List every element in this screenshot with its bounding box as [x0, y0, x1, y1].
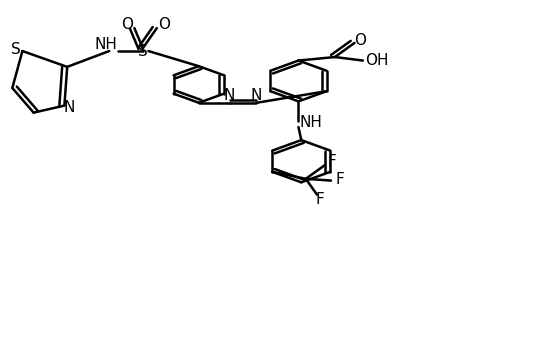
Text: N: N — [224, 88, 235, 103]
Text: O: O — [158, 17, 170, 32]
Text: OH: OH — [365, 53, 389, 68]
Text: O: O — [121, 17, 133, 32]
Text: F: F — [315, 193, 324, 207]
Text: S: S — [11, 42, 21, 57]
Text: F: F — [328, 155, 337, 169]
Text: N: N — [63, 100, 74, 115]
Text: O: O — [354, 33, 366, 48]
Text: F: F — [335, 172, 344, 187]
Text: NH: NH — [95, 37, 118, 52]
Text: NH: NH — [300, 115, 322, 130]
Text: N: N — [251, 88, 262, 103]
Text: S: S — [138, 44, 148, 58]
